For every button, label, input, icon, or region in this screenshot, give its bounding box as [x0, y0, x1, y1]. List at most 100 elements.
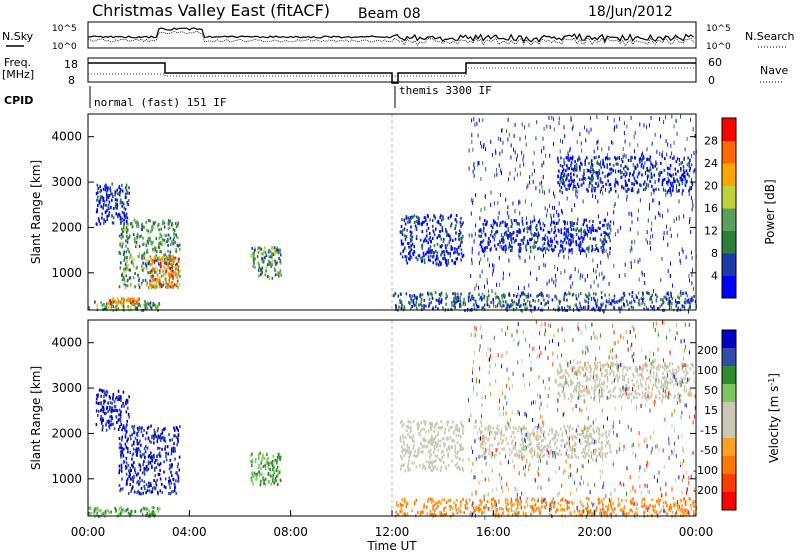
- echo-cell: [170, 481, 172, 485]
- echo-cell: [599, 177, 602, 181]
- echo-cell: [614, 386, 617, 390]
- echo-cell: [605, 440, 608, 444]
- scatter-cell: [594, 187, 596, 192]
- echo-cell: [425, 219, 427, 222]
- echo-cell: [511, 441, 513, 445]
- scatter-cell: [648, 123, 650, 128]
- echo-cell: [95, 409, 98, 413]
- echo-cell: [454, 292, 457, 296]
- echo-cell: [125, 472, 128, 476]
- echo-cell: [570, 455, 573, 458]
- scatter-cell: [479, 216, 481, 221]
- scatter-cell: [596, 275, 597, 280]
- echo-cell: [113, 404, 116, 408]
- echo-cell: [543, 453, 546, 457]
- echo-cell: [443, 441, 445, 445]
- echo-cell: [680, 168, 682, 172]
- echo-cell: [572, 236, 574, 240]
- echo-cell: [252, 254, 255, 258]
- echo-cell: [420, 257, 422, 261]
- scatter-cell: [558, 212, 560, 217]
- scatter-cell: [548, 306, 549, 311]
- echo-cell: [138, 448, 140, 452]
- scatter-cell: [579, 247, 581, 252]
- echo-cell: [631, 379, 633, 382]
- echo-cell: [124, 267, 127, 271]
- echo-cell: [489, 239, 491, 243]
- scatter-cell: [511, 247, 513, 252]
- scatter-cell: [568, 255, 570, 260]
- echo-cell: [436, 220, 438, 224]
- echo-cell: [121, 438, 123, 442]
- scatter-cell: [596, 264, 598, 268]
- echo-cell: [105, 210, 107, 214]
- echo-cell: [109, 415, 111, 419]
- echo-cell: [589, 364, 592, 368]
- echo-cell: [601, 452, 604, 456]
- echo-cell: [616, 363, 619, 367]
- echo-cell: [404, 222, 407, 226]
- echo-cell: [171, 269, 174, 273]
- scatter-cell: [510, 143, 512, 148]
- echo-cell: [126, 423, 128, 427]
- echo-cell: [399, 252, 402, 256]
- echo-cell: [681, 161, 684, 165]
- echo-cell: [403, 454, 405, 458]
- echo-cell: [397, 294, 400, 298]
- echo-cell: [408, 455, 410, 459]
- echo-cell: [657, 366, 659, 370]
- echo-cell: [601, 374, 603, 378]
- echo-cell: [172, 449, 175, 453]
- echo-cell: [418, 254, 421, 258]
- scatter-cell: [607, 222, 609, 227]
- echo-cell: [168, 491, 170, 495]
- echo-cell: [130, 489, 132, 493]
- echo-cell: [541, 448, 544, 452]
- echo-cell: [618, 375, 620, 379]
- scatter-cell: [547, 239, 549, 244]
- echo-cell: [537, 294, 539, 298]
- echo-cell: [550, 223, 552, 227]
- echo-cell: [399, 421, 402, 425]
- echo-cell: [137, 273, 139, 277]
- echo-cell: [590, 435, 592, 439]
- scatter-cell: [618, 273, 620, 278]
- scatter-cell: [605, 299, 607, 304]
- scatter-cell: [693, 169, 695, 174]
- echo-cell: [271, 247, 274, 251]
- echo-cell: [488, 452, 490, 456]
- scatter-cell: [566, 221, 568, 226]
- echo-cell: [547, 445, 550, 449]
- scatter-cell: [603, 309, 605, 314]
- echo-cell: [649, 158, 651, 162]
- echo-cell: [162, 274, 164, 278]
- scatter-cell: [481, 230, 483, 234]
- echo-cell: [524, 444, 526, 448]
- echo-cell: [633, 170, 635, 174]
- echo-cell: [650, 391, 653, 395]
- scatter-cell: [665, 295, 667, 300]
- echo-cell: [142, 279, 144, 283]
- echo-cell: [445, 259, 447, 263]
- echo-cell: [128, 475, 130, 478]
- echo-cell: [664, 189, 667, 193]
- echo-cell: [480, 445, 482, 449]
- echo-cell: [104, 412, 106, 416]
- date-label: 18/Jun/2012: [588, 4, 673, 20]
- echo-cell: [116, 213, 119, 217]
- echo-cell: [688, 377, 691, 381]
- scatter-cell: [641, 153, 642, 158]
- echo-cell: [273, 469, 275, 473]
- echo-cell: [522, 238, 524, 242]
- echo-cell: [602, 245, 605, 249]
- echo-cell: [590, 159, 593, 163]
- scatter-cell: [621, 185, 623, 190]
- echo-cell: [562, 439, 565, 442]
- echo-cell: [621, 175, 623, 179]
- echo-cell: [613, 294, 616, 298]
- echo-cell: [119, 442, 121, 446]
- echo-cell: [142, 434, 144, 437]
- echo-cell: [148, 484, 150, 488]
- echo-cell: [633, 176, 636, 180]
- echo-cell: [623, 378, 626, 382]
